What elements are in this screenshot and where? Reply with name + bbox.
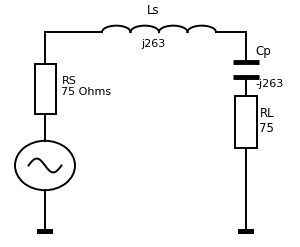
Text: RS
75 Ohms: RS 75 Ohms	[61, 76, 112, 97]
Text: Cp: Cp	[255, 45, 271, 58]
Text: j263: j263	[141, 39, 165, 49]
FancyBboxPatch shape	[236, 96, 256, 148]
FancyBboxPatch shape	[238, 229, 254, 234]
FancyBboxPatch shape	[37, 229, 53, 234]
Text: Ls: Ls	[147, 4, 159, 17]
Text: RL
75: RL 75	[260, 107, 274, 135]
Text: -j263: -j263	[255, 79, 283, 89]
FancyBboxPatch shape	[34, 64, 56, 114]
